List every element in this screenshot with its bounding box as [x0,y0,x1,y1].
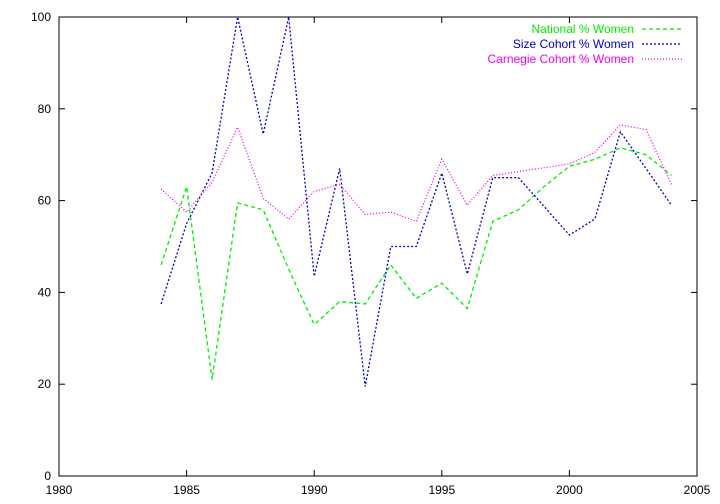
y-tick-label: 40 [38,285,52,299]
legend-label: National % Women [532,22,635,36]
axis-tick-labels: 1980 1985 1990 1995 2000 2005 0 20 40 60 80 100 [31,10,711,497]
x-tick-label: 2000 [556,483,583,497]
y-tick-label: 60 [38,194,52,208]
y-tick-label: 100 [31,10,51,24]
plot-area-frame [58,16,698,477]
legend-label: Size Cohort % Women [513,37,634,51]
x-tick-label: 2005 [684,483,711,497]
legend-label: Carnegie Cohort % Women [487,52,634,66]
x-tick-label: 1995 [428,483,455,497]
y-tick-label: 20 [38,377,52,391]
x-tick-label: 1985 [173,483,200,497]
series-line-0 [160,147,672,380]
series-lines [160,16,673,387]
x-tick-label: 1990 [301,483,328,497]
x-tick-label: 1980 [46,483,73,497]
axis-ticks [58,16,698,477]
y-tick-label: 80 [38,102,52,116]
y-tick-label: 0 [44,469,51,483]
series-line-1 [160,16,673,387]
